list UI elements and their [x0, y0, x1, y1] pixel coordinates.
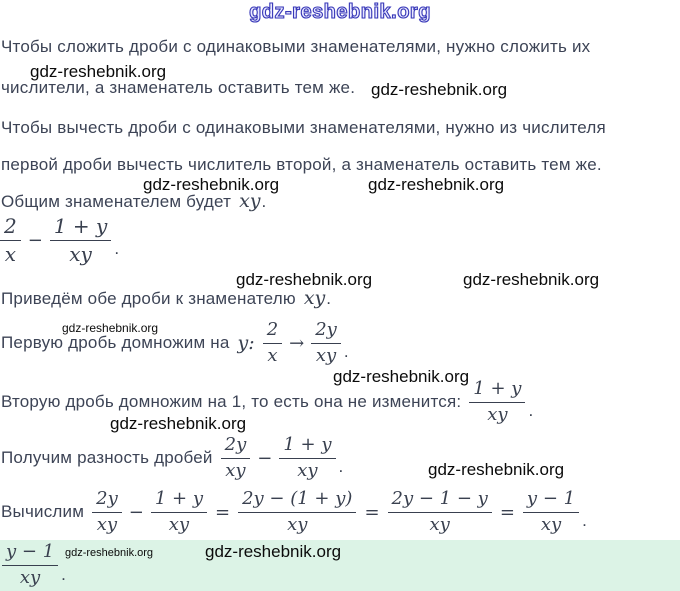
- watermark-text: gdz-reshebnik.org: [62, 321, 159, 335]
- period: .: [61, 564, 66, 584]
- period: .: [261, 192, 267, 211]
- math-variable-xy: xy: [239, 190, 261, 212]
- fraction-denominator: x: [267, 344, 278, 366]
- watermark-text: gdz-reshebnik.org: [65, 547, 154, 559]
- fraction-numerator: 1 + y: [49, 214, 112, 241]
- math-variable-y-colon: y:: [237, 332, 255, 354]
- fraction-numerator: 2: [262, 319, 283, 344]
- fraction-denominator: xy: [168, 513, 190, 535]
- difference-line: Получим разность дробей 2y xy − 1 + y xy…: [1, 434, 343, 482]
- rule-add-line1: Чтобы сложить дроби с одинаковыми знамен…: [1, 37, 591, 56]
- fraction: 2 x: [0, 214, 21, 266]
- fraction-numerator: y − 1: [2, 542, 59, 566]
- site-watermark-header: gdz-reshebnik.org: [249, 0, 431, 23]
- fraction-denominator: xy: [429, 513, 450, 535]
- fraction-numerator: 2y: [311, 319, 341, 344]
- period: .: [326, 289, 331, 308]
- result-highlight-band: [0, 540, 680, 591]
- fraction-denominator: xy: [19, 567, 41, 588]
- fraction: 2 x: [262, 319, 283, 366]
- fraction-numerator: 2y − (1 + y): [238, 488, 357, 513]
- watermark-text: gdz-reshebnik.org: [236, 270, 373, 289]
- fraction-numerator: 2y: [220, 434, 251, 459]
- math-variable-xy: xy: [303, 287, 326, 309]
- watermark-text: gdz-reshebnik.org: [143, 175, 280, 194]
- reduce-to-denominator-line: Приведём обе дроби к знаменателю xy .: [1, 287, 331, 309]
- fraction-numerator: 2: [0, 214, 21, 241]
- fraction-numerator: 1 + y: [150, 488, 207, 513]
- original-expression: 2 x − 1 + y xy .: [0, 213, 119, 267]
- difference-label: Получим разность дробей: [1, 448, 213, 467]
- second-fraction-step-line: Вторую дробь домножим на 1, то есть она …: [1, 378, 533, 426]
- equals-operator: =: [499, 501, 515, 523]
- rule-sub-line2: первой дроби вычесть числитель второй, а…: [1, 155, 602, 174]
- period: .: [338, 457, 344, 476]
- calculation-label: Вычислим: [1, 502, 85, 521]
- fraction: y − 1 xy: [522, 488, 580, 535]
- watermark-text: gdz-reshebnik.org: [371, 80, 508, 99]
- watermark-text: gdz-reshebnik.org: [463, 270, 600, 289]
- period: .: [582, 511, 587, 530]
- fraction-denominator: xy: [287, 513, 308, 535]
- fraction: 2y xy: [220, 434, 251, 481]
- reduce-label: Приведём обе дроби к знаменателю: [1, 289, 296, 308]
- common-denominator-line: Общим знаменателем будет xy .: [1, 190, 266, 212]
- fraction: y − 1 xy: [2, 542, 59, 588]
- watermark-text: gdz-reshebnik.org: [368, 175, 505, 194]
- watermark-text: gdz-reshebnik.org: [333, 367, 470, 386]
- arrow-operator: →: [289, 332, 305, 354]
- fraction-denominator: xy: [225, 459, 246, 481]
- minus-operator: −: [128, 501, 144, 523]
- watermark-text: gdz-reshebnik.org: [30, 62, 167, 81]
- equals-operator: =: [215, 501, 231, 523]
- fraction-numerator: 2y: [92, 488, 122, 513]
- fraction-denominator: xy: [540, 513, 562, 535]
- fraction-numerator: 2y − 1 − y: [387, 488, 492, 513]
- period: .: [343, 342, 349, 361]
- fraction: 1 + y xy: [49, 214, 112, 266]
- period: .: [114, 239, 120, 258]
- fraction-denominator: xy: [487, 403, 508, 425]
- fraction-denominator: xy: [315, 344, 337, 366]
- fraction-denominator: xy: [96, 513, 118, 535]
- minus-operator: −: [27, 229, 43, 251]
- fraction: 1 + y xy: [469, 378, 526, 425]
- watermark-text: gdz-reshebnik.org: [428, 460, 565, 479]
- first-fraction-step-line: Первую дробь домножим на y: 2 x → 2y xy …: [1, 319, 349, 366]
- rule-add-line2: числители, а знаменатель оставить тем же…: [1, 78, 356, 97]
- fraction-denominator: x: [4, 241, 16, 266]
- fraction: 1 + y xy: [150, 488, 207, 535]
- watermark-text: gdz-reshebnik.org: [205, 542, 342, 561]
- equals-operator: =: [364, 501, 380, 523]
- first-step-label: Первую дробь домножим на: [1, 333, 230, 352]
- common-denominator-label: Общим знаменателем будет: [1, 192, 232, 211]
- fraction: 2y xy: [92, 488, 122, 535]
- fraction-denominator: xy: [69, 241, 92, 266]
- fraction: 1 + y xy: [279, 434, 336, 481]
- fraction: 2y xy: [311, 319, 341, 366]
- fraction-denominator: xy: [297, 459, 318, 481]
- watermark-text: gdz-reshebnik.org: [110, 414, 247, 433]
- fraction-numerator: y − 1: [522, 488, 580, 513]
- fraction-numerator: 1 + y: [279, 434, 336, 459]
- fraction: 2y − 1 − y xy: [387, 488, 492, 535]
- calculation-line: Вычислим 2y xy − 1 + y xy = 2y − (1 + y)…: [1, 487, 587, 537]
- rule-sub-line1: Чтобы вычесть дроби с одинаковыми знамен…: [1, 118, 606, 137]
- fraction-numerator: 1 + y: [469, 378, 526, 403]
- fraction: 2y − (1 + y) xy: [238, 488, 357, 535]
- final-result-expression: y − 1 xy .: [2, 541, 66, 590]
- period: .: [528, 401, 534, 420]
- minus-operator: −: [257, 447, 273, 469]
- second-step-label: Вторую дробь домножим на 1, то есть она …: [1, 392, 462, 411]
